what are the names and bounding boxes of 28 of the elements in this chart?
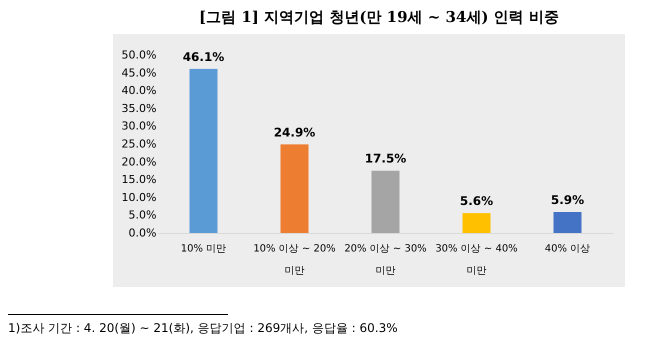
bar bbox=[190, 68, 218, 233]
bar bbox=[280, 144, 308, 233]
x-tick-label: 40% 이상 bbox=[544, 244, 590, 254]
chart-title: [그림 1] 지역기업 청년(만 19세 ~ 34세) 인력 비중 bbox=[198, 8, 560, 27]
x-tick-label: 30% 이상 ~ 40% 미만 bbox=[435, 244, 518, 276]
data-label: 5.9% bbox=[550, 192, 584, 207]
y-tick-label: 0.0% bbox=[128, 226, 156, 240]
text: 1)조사 기간 : 4. 20(월) ~ 21(화), 응답기업 : 269개사, 응답율 : 60.3% bbox=[8, 320, 398, 337]
bar bbox=[372, 170, 400, 233]
x-tick-label: 10% 미만 bbox=[180, 244, 226, 254]
data-label: 46.1% bbox=[182, 50, 224, 64]
bar bbox=[554, 212, 582, 233]
y-tick-label: 50.0% bbox=[122, 48, 156, 62]
data-label: 5.6% bbox=[460, 194, 494, 208]
data-label: 24.9% bbox=[274, 125, 316, 140]
y-tick-label: 10.0% bbox=[122, 190, 156, 204]
y-tick-label: 40.0% bbox=[122, 84, 156, 98]
y-tick-label: 45.0% bbox=[122, 66, 156, 80]
data-label: 17.5% bbox=[364, 152, 406, 166]
y-tick-label: 35.0% bbox=[122, 102, 156, 115]
y-tick-label: 5.0% bbox=[128, 208, 156, 222]
x-tick-label: 10% 이상 ~ 20% 미만 bbox=[253, 244, 336, 276]
y-tick-label: 15.0% bbox=[122, 173, 156, 186]
y-tick-label: 30.0% bbox=[122, 120, 156, 133]
y-tick-label: 25.0% bbox=[122, 138, 156, 150]
bar bbox=[462, 213, 490, 233]
x-tick-label: 20% 이상 ~ 30% 미만 bbox=[344, 244, 427, 276]
y-tick-label: 20.0% bbox=[122, 155, 156, 168]
